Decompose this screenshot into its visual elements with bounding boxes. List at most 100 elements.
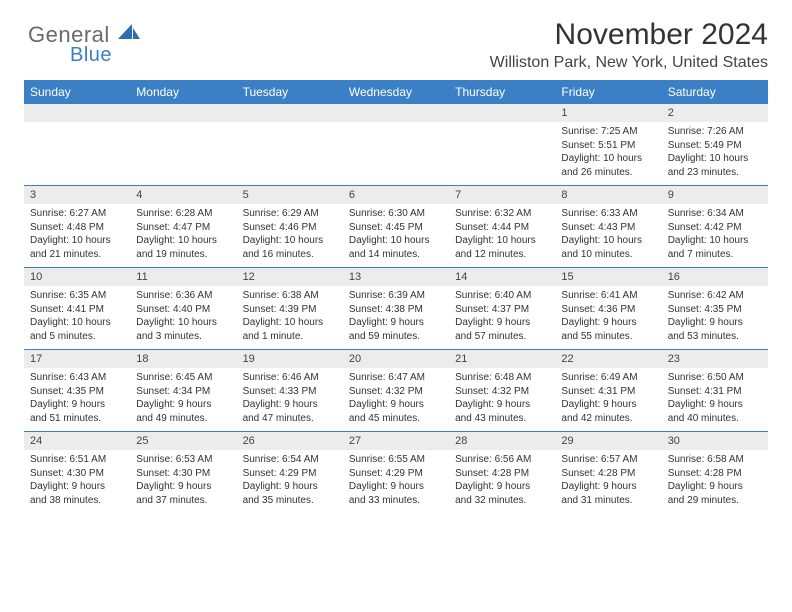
day-header: Sunday [24, 80, 130, 104]
calendar-table: Sunday Monday Tuesday Wednesday Thursday… [24, 80, 768, 513]
day-content [130, 122, 236, 180]
calendar-day-cell: 16Sunrise: 6:42 AMSunset: 4:35 PMDayligh… [662, 268, 768, 350]
day-number: 5 [237, 186, 343, 204]
sunset-text: Sunset: 4:42 PM [668, 221, 762, 235]
day-number: 13 [343, 268, 449, 286]
daylight-text: Daylight: 9 hours and 47 minutes. [243, 398, 337, 425]
daylight-text: Daylight: 10 hours and 23 minutes. [668, 152, 762, 179]
daylight-text: Daylight: 9 hours and 49 minutes. [136, 398, 230, 425]
day-header: Saturday [662, 80, 768, 104]
day-number: 29 [555, 432, 661, 450]
day-content: Sunrise: 6:45 AMSunset: 4:34 PMDaylight:… [130, 368, 236, 431]
day-content: Sunrise: 7:25 AMSunset: 5:51 PMDaylight:… [555, 122, 661, 185]
sunrise-text: Sunrise: 6:27 AM [30, 207, 124, 221]
day-content: Sunrise: 6:57 AMSunset: 4:28 PMDaylight:… [555, 450, 661, 513]
day-content: Sunrise: 6:54 AMSunset: 4:29 PMDaylight:… [237, 450, 343, 513]
sunrise-text: Sunrise: 6:39 AM [349, 289, 443, 303]
calendar-day-cell: 21Sunrise: 6:48 AMSunset: 4:32 PMDayligh… [449, 350, 555, 432]
calendar-day-cell: 6Sunrise: 6:30 AMSunset: 4:45 PMDaylight… [343, 186, 449, 268]
calendar-day-cell: 20Sunrise: 6:47 AMSunset: 4:32 PMDayligh… [343, 350, 449, 432]
daylight-text: Daylight: 9 hours and 32 minutes. [455, 480, 549, 507]
day-content: Sunrise: 6:29 AMSunset: 4:46 PMDaylight:… [237, 204, 343, 267]
day-content: Sunrise: 6:50 AMSunset: 4:31 PMDaylight:… [662, 368, 768, 431]
daylight-text: Daylight: 10 hours and 14 minutes. [349, 234, 443, 261]
day-content: Sunrise: 6:36 AMSunset: 4:40 PMDaylight:… [130, 286, 236, 349]
daylight-text: Daylight: 9 hours and 55 minutes. [561, 316, 655, 343]
sunset-text: Sunset: 4:28 PM [455, 467, 549, 481]
sunrise-text: Sunrise: 6:29 AM [243, 207, 337, 221]
day-content: Sunrise: 6:49 AMSunset: 4:31 PMDaylight:… [555, 368, 661, 431]
day-content: Sunrise: 6:46 AMSunset: 4:33 PMDaylight:… [237, 368, 343, 431]
day-header: Friday [555, 80, 661, 104]
sunset-text: Sunset: 4:45 PM [349, 221, 443, 235]
day-content: Sunrise: 6:40 AMSunset: 4:37 PMDaylight:… [449, 286, 555, 349]
daylight-text: Daylight: 10 hours and 5 minutes. [30, 316, 124, 343]
day-content: Sunrise: 7:26 AMSunset: 5:49 PMDaylight:… [662, 122, 768, 185]
day-number [343, 104, 449, 122]
day-number: 8 [555, 186, 661, 204]
sunrise-text: Sunrise: 6:36 AM [136, 289, 230, 303]
sunset-text: Sunset: 4:46 PM [243, 221, 337, 235]
sunrise-text: Sunrise: 6:45 AM [136, 371, 230, 385]
day-content: Sunrise: 6:43 AMSunset: 4:35 PMDaylight:… [24, 368, 130, 431]
day-content [343, 122, 449, 180]
calendar-day-cell: 11Sunrise: 6:36 AMSunset: 4:40 PMDayligh… [130, 268, 236, 350]
sunset-text: Sunset: 4:30 PM [136, 467, 230, 481]
daylight-text: Daylight: 9 hours and 37 minutes. [136, 480, 230, 507]
calendar-week-row: 10Sunrise: 6:35 AMSunset: 4:41 PMDayligh… [24, 268, 768, 350]
calendar-day-cell: 29Sunrise: 6:57 AMSunset: 4:28 PMDayligh… [555, 432, 661, 514]
day-number: 18 [130, 350, 236, 368]
calendar-day-cell: 17Sunrise: 6:43 AMSunset: 4:35 PMDayligh… [24, 350, 130, 432]
calendar-day-cell: 10Sunrise: 6:35 AMSunset: 4:41 PMDayligh… [24, 268, 130, 350]
sunrise-text: Sunrise: 6:46 AM [243, 371, 337, 385]
day-content: Sunrise: 6:51 AMSunset: 4:30 PMDaylight:… [24, 450, 130, 513]
calendar-day-cell: 8Sunrise: 6:33 AMSunset: 4:43 PMDaylight… [555, 186, 661, 268]
day-content: Sunrise: 6:39 AMSunset: 4:38 PMDaylight:… [343, 286, 449, 349]
calendar-day-cell: 26Sunrise: 6:54 AMSunset: 4:29 PMDayligh… [237, 432, 343, 514]
day-header: Thursday [449, 80, 555, 104]
day-content: Sunrise: 6:27 AMSunset: 4:48 PMDaylight:… [24, 204, 130, 267]
day-content: Sunrise: 6:47 AMSunset: 4:32 PMDaylight:… [343, 368, 449, 431]
calendar-day-cell: 2Sunrise: 7:26 AMSunset: 5:49 PMDaylight… [662, 104, 768, 186]
sunrise-text: Sunrise: 6:47 AM [349, 371, 443, 385]
calendar-day-cell: 12Sunrise: 6:38 AMSunset: 4:39 PMDayligh… [237, 268, 343, 350]
sunset-text: Sunset: 4:39 PM [243, 303, 337, 317]
sunrise-text: Sunrise: 6:40 AM [455, 289, 549, 303]
day-content: Sunrise: 6:58 AMSunset: 4:28 PMDaylight:… [662, 450, 768, 513]
calendar-body: 1Sunrise: 7:25 AMSunset: 5:51 PMDaylight… [24, 104, 768, 513]
sunset-text: Sunset: 4:28 PM [668, 467, 762, 481]
daylight-text: Daylight: 9 hours and 38 minutes. [30, 480, 124, 507]
sunrise-text: Sunrise: 7:25 AM [561, 125, 655, 139]
calendar-day-cell [237, 104, 343, 186]
sunset-text: Sunset: 4:34 PM [136, 385, 230, 399]
day-content: Sunrise: 6:53 AMSunset: 4:30 PMDaylight:… [130, 450, 236, 513]
daylight-text: Daylight: 9 hours and 33 minutes. [349, 480, 443, 507]
sunset-text: Sunset: 4:44 PM [455, 221, 549, 235]
sunrise-text: Sunrise: 6:51 AM [30, 453, 124, 467]
sunset-text: Sunset: 4:38 PM [349, 303, 443, 317]
calendar-day-cell: 3Sunrise: 6:27 AMSunset: 4:48 PMDaylight… [24, 186, 130, 268]
sunset-text: Sunset: 4:31 PM [561, 385, 655, 399]
day-number: 12 [237, 268, 343, 286]
day-content: Sunrise: 6:35 AMSunset: 4:41 PMDaylight:… [24, 286, 130, 349]
day-number: 2 [662, 104, 768, 122]
calendar-day-cell [130, 104, 236, 186]
day-number: 24 [24, 432, 130, 450]
calendar-day-cell: 15Sunrise: 6:41 AMSunset: 4:36 PMDayligh… [555, 268, 661, 350]
calendar-week-row: 17Sunrise: 6:43 AMSunset: 4:35 PMDayligh… [24, 350, 768, 432]
day-content: Sunrise: 6:33 AMSunset: 4:43 PMDaylight:… [555, 204, 661, 267]
daylight-text: Daylight: 9 hours and 57 minutes. [455, 316, 549, 343]
sunrise-text: Sunrise: 6:57 AM [561, 453, 655, 467]
day-number: 6 [343, 186, 449, 204]
day-content [449, 122, 555, 180]
sunrise-text: Sunrise: 7:26 AM [668, 125, 762, 139]
sunrise-text: Sunrise: 6:49 AM [561, 371, 655, 385]
sunset-text: Sunset: 5:51 PM [561, 139, 655, 153]
calendar-week-row: 1Sunrise: 7:25 AMSunset: 5:51 PMDaylight… [24, 104, 768, 186]
sunset-text: Sunset: 4:33 PM [243, 385, 337, 399]
day-number: 16 [662, 268, 768, 286]
day-number [237, 104, 343, 122]
calendar-day-header-row: Sunday Monday Tuesday Wednesday Thursday… [24, 80, 768, 104]
calendar-day-cell [343, 104, 449, 186]
daylight-text: Daylight: 9 hours and 43 minutes. [455, 398, 549, 425]
